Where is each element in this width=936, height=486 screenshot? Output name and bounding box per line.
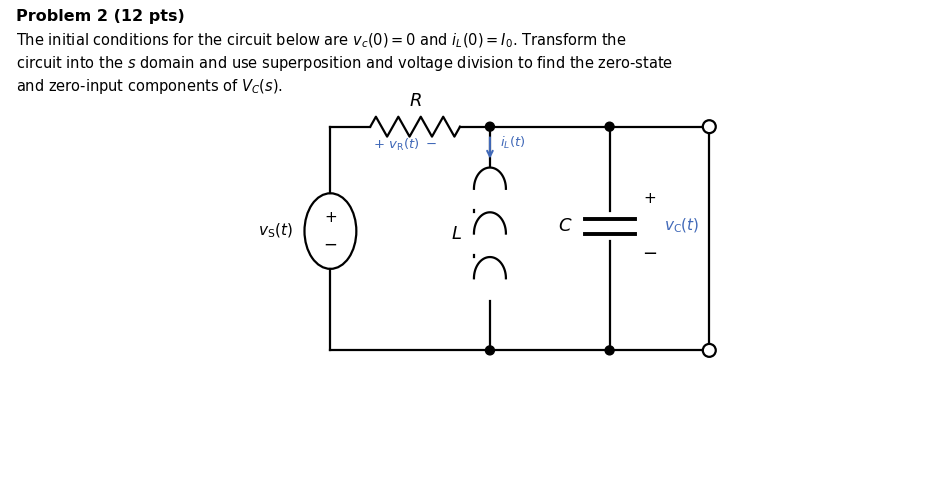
- Circle shape: [702, 344, 715, 357]
- Text: $C$: $C$: [558, 217, 572, 235]
- Text: $i_L(t)$: $i_L(t)$: [500, 135, 525, 151]
- Text: $v_\mathrm{C}(t)$: $v_\mathrm{C}(t)$: [664, 217, 699, 235]
- Text: +: +: [642, 191, 655, 206]
- Text: and zero-input components of $V_C(s)$.: and zero-input components of $V_C(s)$.: [16, 77, 283, 96]
- Text: +: +: [324, 209, 336, 225]
- Text: circuit into the $s$ domain and use superposition and voltage division to find t: circuit into the $s$ domain and use supe…: [16, 54, 673, 73]
- Circle shape: [485, 122, 494, 131]
- Text: $R$: $R$: [408, 92, 421, 110]
- Circle shape: [702, 120, 715, 133]
- Text: $v_\mathrm{S}(t)$: $v_\mathrm{S}(t)$: [257, 222, 292, 240]
- Circle shape: [605, 122, 613, 131]
- Circle shape: [485, 346, 494, 355]
- Text: Problem 2 (12 pts): Problem 2 (12 pts): [16, 9, 185, 24]
- Text: $+\ v_\mathrm{R}(t)\ -$: $+\ v_\mathrm{R}(t)\ -$: [373, 137, 437, 153]
- Text: The initial conditions for the circuit below are $v_c(0) = 0$ and $i_L(0) = I_0$: The initial conditions for the circuit b…: [16, 31, 626, 50]
- Circle shape: [605, 346, 613, 355]
- Text: −: −: [323, 236, 337, 254]
- Text: $L$: $L$: [450, 225, 461, 243]
- Text: −: −: [641, 245, 656, 263]
